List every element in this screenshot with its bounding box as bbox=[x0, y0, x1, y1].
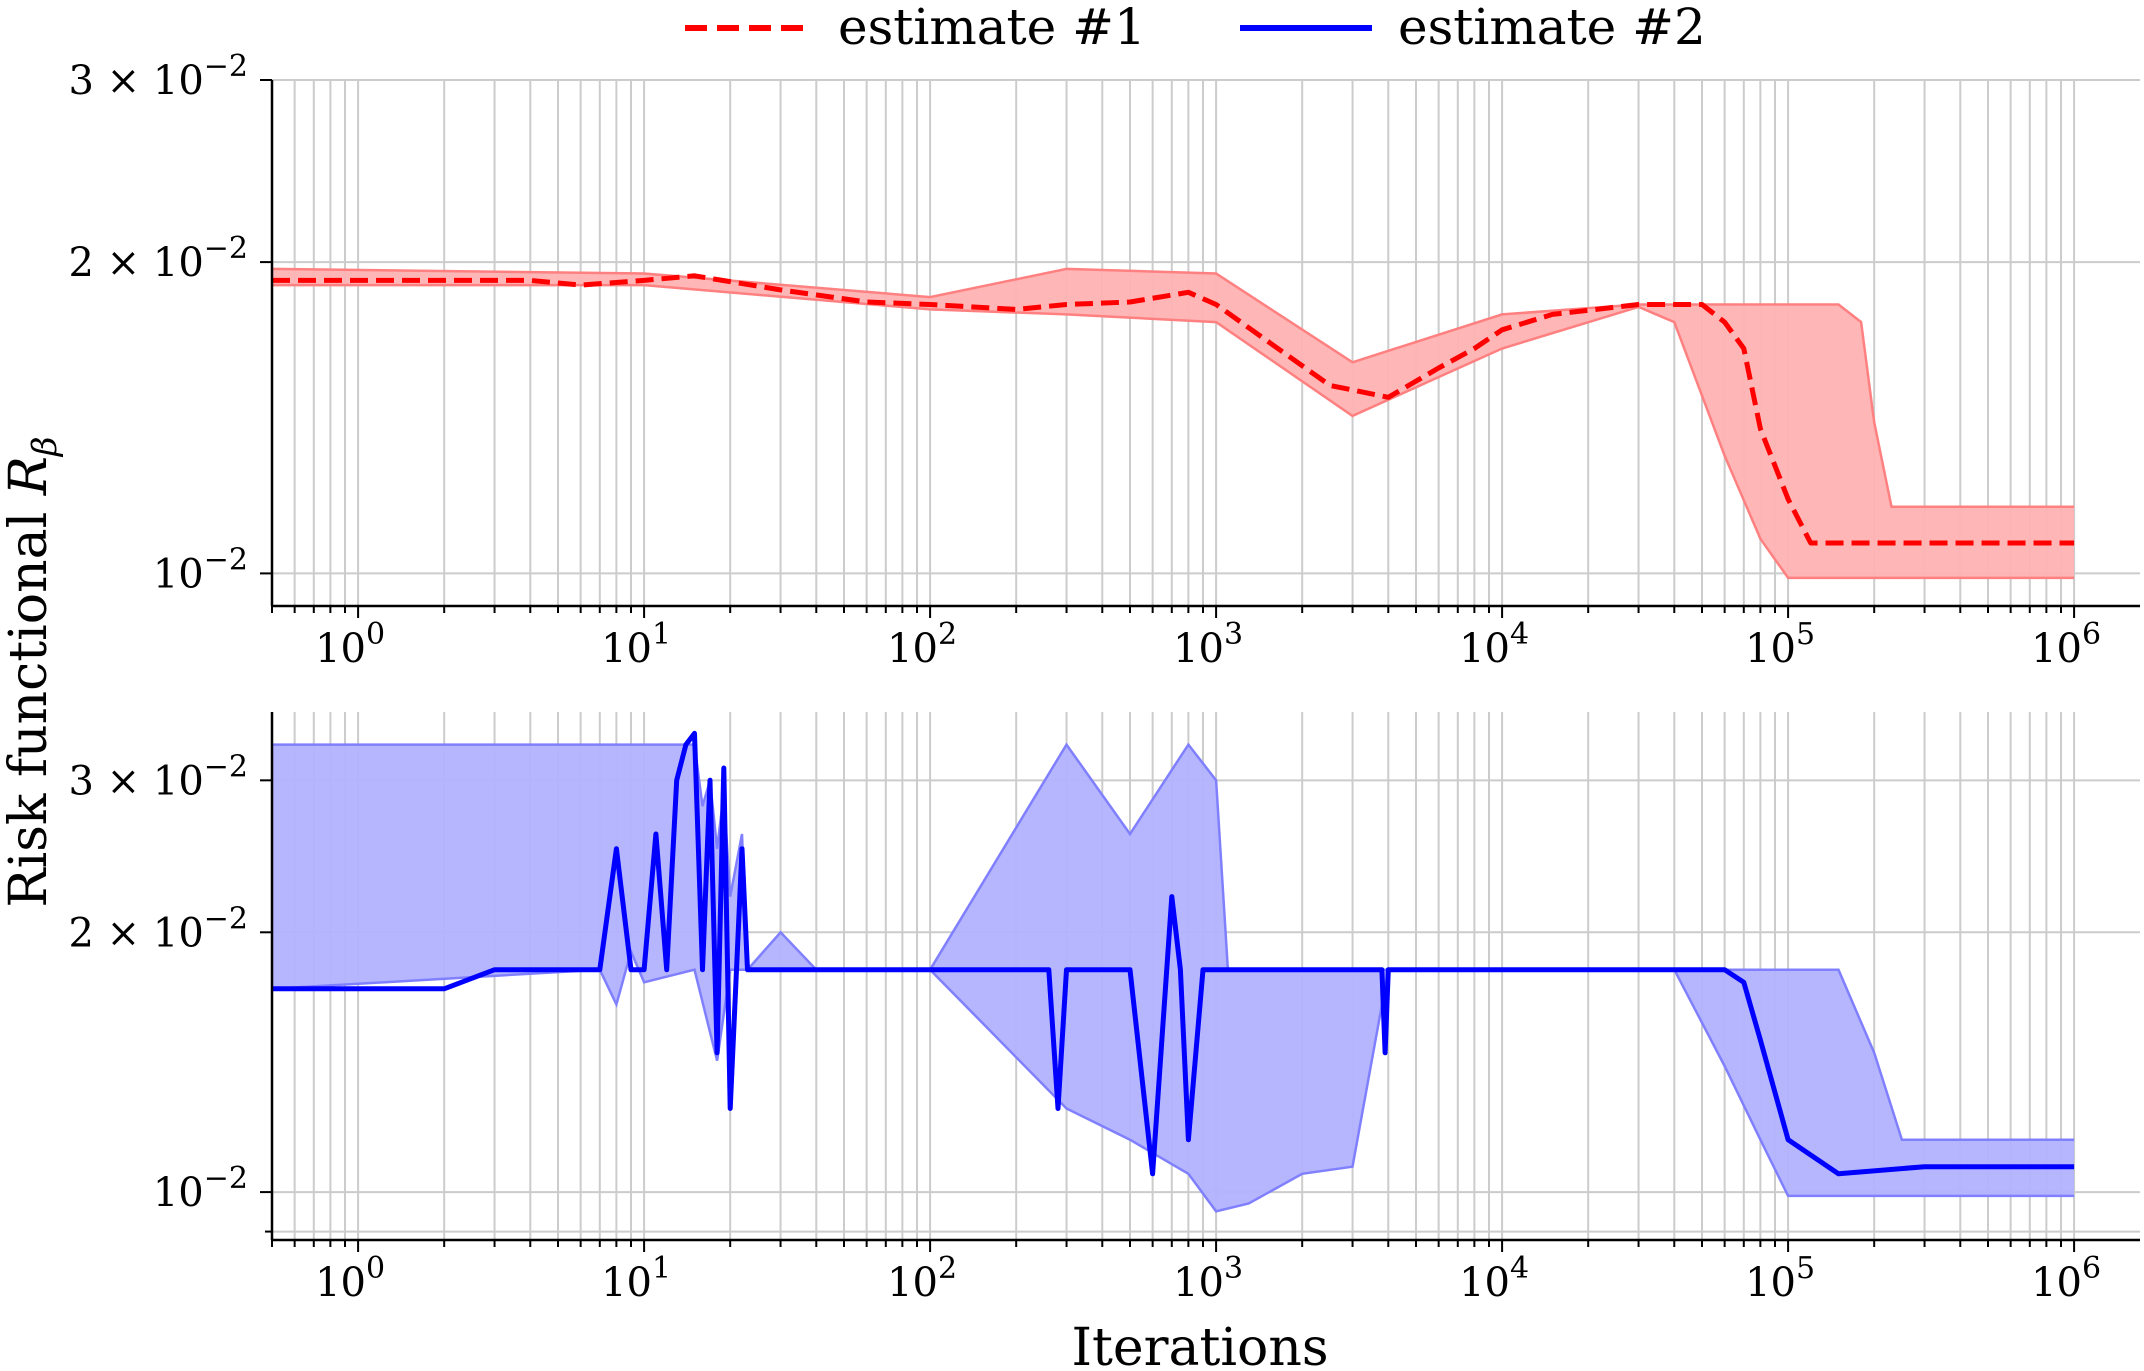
x-tick-label: 101 bbox=[601, 617, 671, 672]
series-line-estimate-2 bbox=[272, 730, 2075, 1177]
y-tick-label-exp: −2 bbox=[204, 231, 248, 266]
y-tick-label-mantissa: 3 × 10 bbox=[68, 58, 203, 104]
x-tick-label-base: 10 bbox=[315, 1260, 366, 1306]
y-tick-label: 3 × 10−2 bbox=[68, 749, 248, 804]
x-tick-label-exp: 1 bbox=[652, 617, 671, 652]
x-tick-label-exp: 6 bbox=[2082, 617, 2101, 652]
y-tick-label: 2 × 10−2 bbox=[68, 901, 248, 956]
x-tick-label: 105 bbox=[1745, 1251, 1815, 1306]
x-tick-label-exp: 2 bbox=[938, 1251, 957, 1286]
y-tick-label-mantissa: 2 × 10 bbox=[68, 910, 203, 956]
y-tick-label-exp: −2 bbox=[204, 901, 248, 936]
y-tick-label-exp: −2 bbox=[204, 49, 248, 84]
x-tick-label: 102 bbox=[887, 1251, 957, 1306]
y-tick-label-mantissa: 2 × 10 bbox=[68, 240, 203, 286]
x-tick-label-base: 10 bbox=[2031, 1260, 2082, 1306]
x-tick-label-exp: 5 bbox=[1796, 1251, 1815, 1286]
y-tick-label-exp: −2 bbox=[204, 542, 248, 577]
y-axis-label-symbol: R bbox=[0, 456, 59, 496]
legend-label-estimate-1: estimate #1 bbox=[838, 0, 1146, 56]
x-tick-label: 103 bbox=[1173, 1251, 1243, 1306]
x-tick-label-base: 10 bbox=[887, 626, 938, 672]
x-tick-label: 106 bbox=[2031, 1251, 2101, 1306]
x-tick-label: 101 bbox=[601, 1251, 671, 1306]
legend: estimate #1 estimate #2 bbox=[685, 0, 1706, 56]
x-tick-label-exp: 2 bbox=[938, 617, 957, 652]
x-tick-label-base: 10 bbox=[1173, 626, 1224, 672]
confidence-band bbox=[272, 744, 2075, 1212]
y-tick-label-mantissa: 3 × 10 bbox=[68, 758, 203, 804]
x-tick-label: 102 bbox=[887, 617, 957, 672]
series-line-estimate-1 bbox=[272, 273, 2075, 546]
x-axis-label: Iterations bbox=[1071, 1318, 1328, 1371]
x-tick-label: 100 bbox=[315, 1251, 385, 1306]
y-tick-label-exp: −2 bbox=[204, 1161, 248, 1196]
x-tick-label: 103 bbox=[1173, 617, 1243, 672]
y-tick-label: 10−2 bbox=[153, 1161, 248, 1216]
x-tick-label-base: 10 bbox=[1459, 626, 1510, 672]
x-tick-label-base: 10 bbox=[601, 626, 652, 672]
x-tick-label-base: 10 bbox=[887, 1260, 938, 1306]
x-tick-label-exp: 0 bbox=[366, 617, 385, 652]
x-tick-label-exp: 3 bbox=[1224, 617, 1243, 652]
band-lower-line bbox=[272, 283, 2075, 580]
y-tick-label-mantissa: 10 bbox=[153, 551, 204, 597]
x-tick-label-exp: 5 bbox=[1796, 617, 1815, 652]
y-axis-label: Risk functional Rβ bbox=[0, 436, 65, 907]
x-tick-label-exp: 1 bbox=[652, 1251, 671, 1286]
legend-label-estimate-2: estimate #2 bbox=[1398, 0, 1706, 56]
x-tick-label: 104 bbox=[1459, 617, 1529, 672]
x-tick-label-base: 10 bbox=[1459, 1260, 1510, 1306]
y-tick-label: 2 × 10−2 bbox=[68, 231, 248, 286]
x-tick-label: 105 bbox=[1745, 617, 1815, 672]
grid bbox=[271, 79, 2140, 606]
x-tick-label-exp: 4 bbox=[1510, 617, 1529, 652]
y-tick-label: 10−2 bbox=[153, 542, 248, 597]
x-tick-label-base: 10 bbox=[315, 626, 366, 672]
y-tick-label-mantissa: 10 bbox=[153, 1170, 204, 1216]
x-tick-label-base: 10 bbox=[601, 1260, 652, 1306]
x-tick-label: 106 bbox=[2031, 617, 2101, 672]
x-tick-label-base: 10 bbox=[1173, 1260, 1224, 1306]
x-tick-label-base: 10 bbox=[1745, 626, 1796, 672]
y-tick-label: 3 × 10−2 bbox=[68, 49, 248, 104]
confidence-band bbox=[272, 268, 2075, 578]
x-tick-label-base: 10 bbox=[1745, 1260, 1796, 1306]
y-tick-label-exp: −2 bbox=[204, 749, 248, 784]
x-tick-label-exp: 0 bbox=[366, 1251, 385, 1286]
y-axis-label-prefix: Risk functional bbox=[0, 495, 59, 907]
x-tick-label-exp: 4 bbox=[1510, 1251, 1529, 1286]
x-tick-label: 100 bbox=[315, 617, 385, 672]
x-tick-label-exp: 6 bbox=[2082, 1251, 2101, 1286]
y-axis-label-subscript: β bbox=[25, 436, 65, 458]
x-tick-label: 104 bbox=[1459, 1251, 1529, 1306]
x-tick-label-base: 10 bbox=[2031, 626, 2082, 672]
x-tick-label-exp: 3 bbox=[1224, 1251, 1243, 1286]
